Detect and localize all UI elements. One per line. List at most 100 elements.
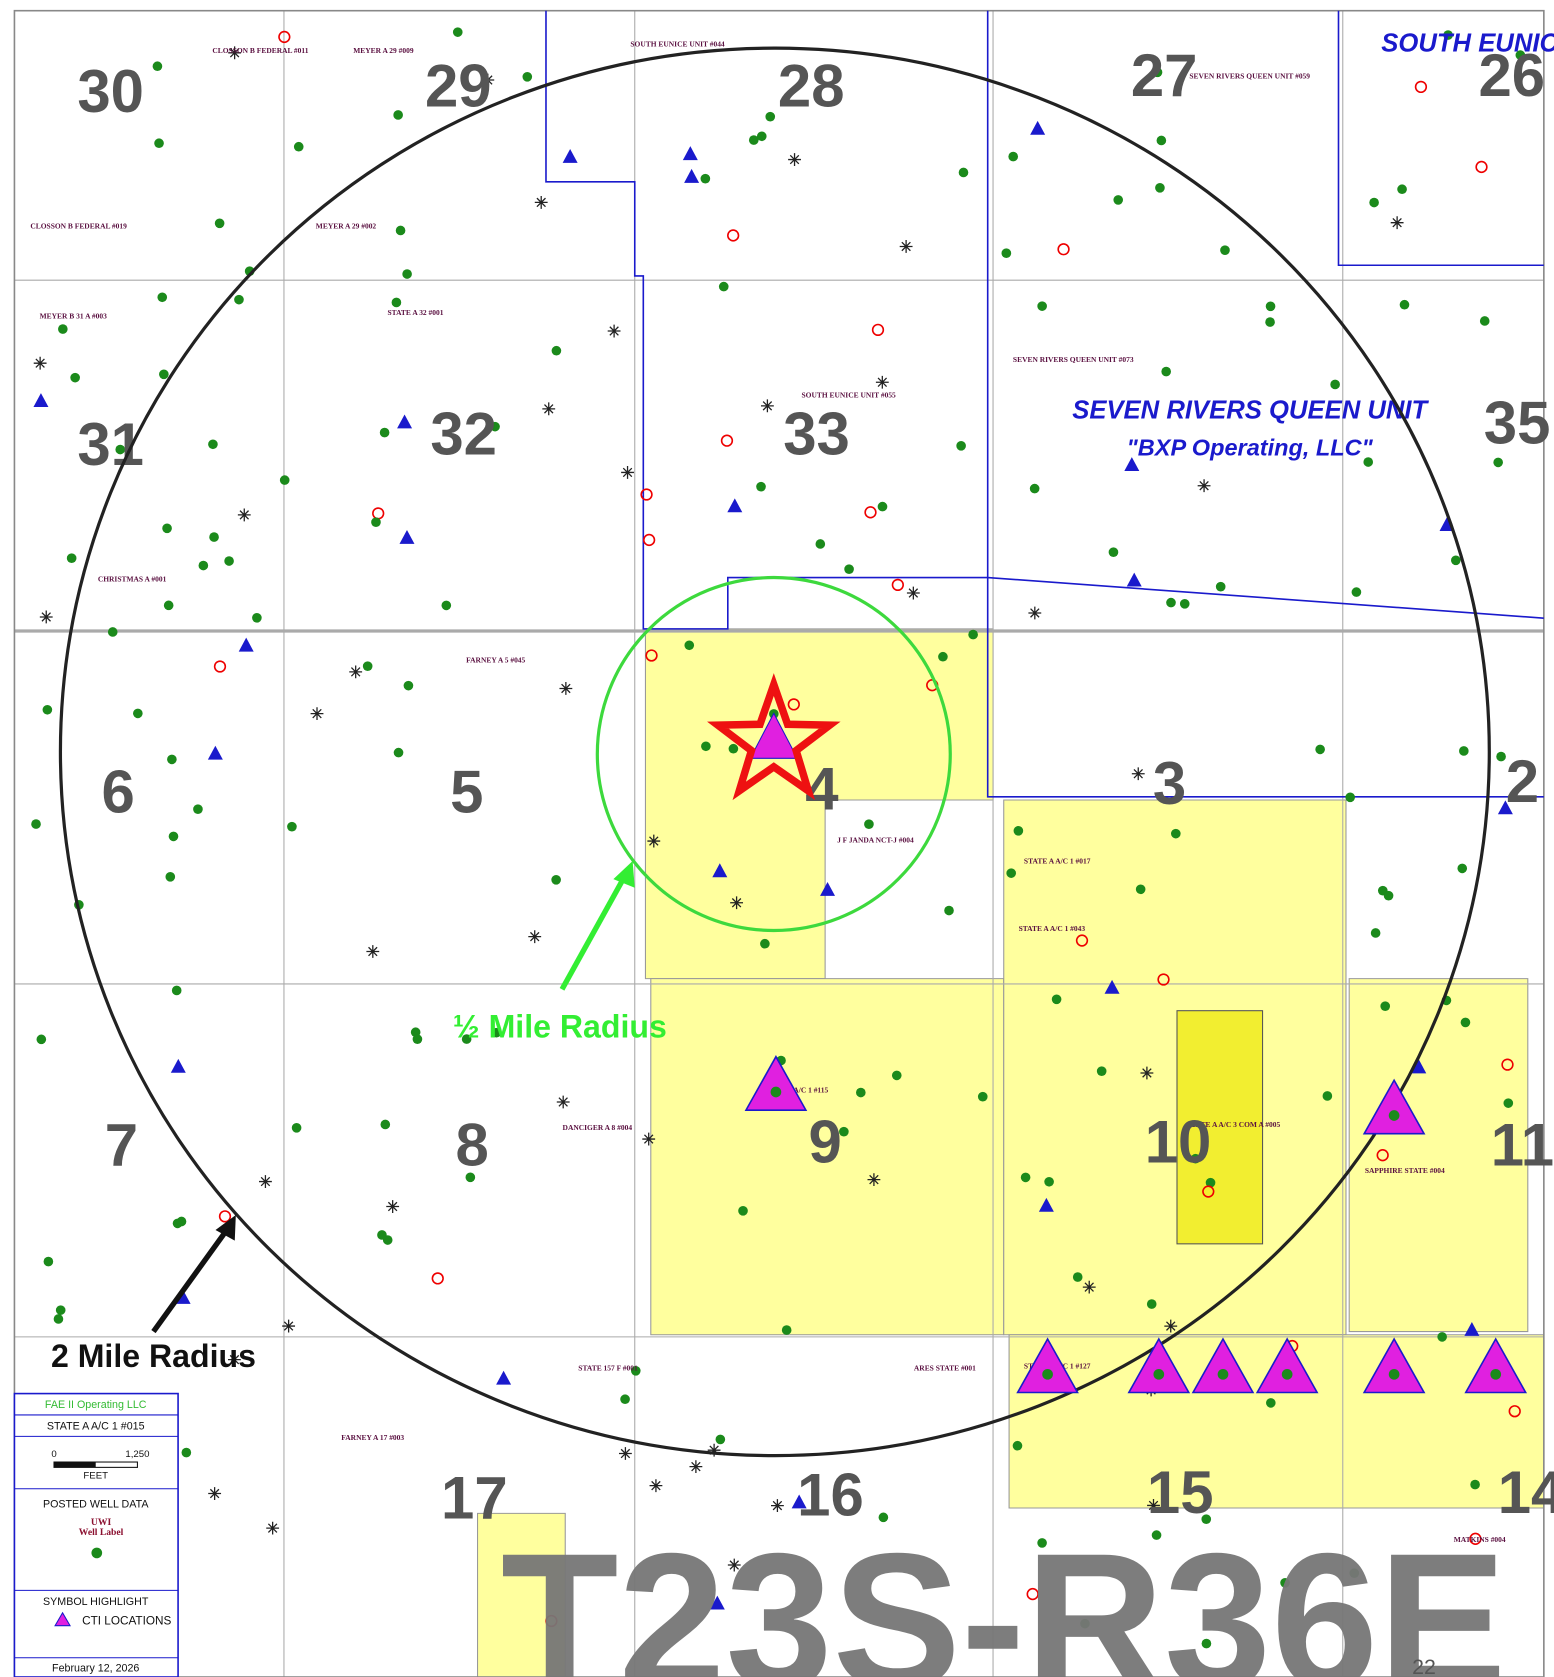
well-dot bbox=[209, 532, 219, 542]
well-dot bbox=[177, 1217, 187, 1227]
well-dot bbox=[522, 72, 532, 82]
well-dot bbox=[1265, 317, 1275, 327]
well-dot bbox=[1002, 248, 1012, 258]
well-dot bbox=[193, 804, 203, 814]
well-dot bbox=[44, 1257, 54, 1267]
well-dot bbox=[1042, 1369, 1053, 1380]
legend-text: POSTED WELL DATA bbox=[43, 1499, 149, 1511]
well-label: STATE A A/C 1 #043 bbox=[1019, 924, 1086, 933]
legend-text: February 12, 2026 bbox=[52, 1662, 139, 1674]
well-dot bbox=[1282, 1369, 1293, 1380]
well-dot bbox=[1157, 136, 1167, 146]
well-dot bbox=[1166, 598, 1176, 608]
well-dot bbox=[1437, 1332, 1447, 1342]
well-dot bbox=[1266, 301, 1276, 311]
well-dot bbox=[402, 269, 412, 279]
well-dot bbox=[620, 1394, 630, 1404]
well-dot bbox=[162, 524, 172, 534]
well-dot bbox=[1180, 599, 1190, 609]
section-number: 6 bbox=[102, 759, 135, 826]
well-dot bbox=[782, 1325, 792, 1335]
section-number: 27 bbox=[1131, 42, 1198, 109]
well-dot bbox=[392, 298, 402, 308]
well-dot bbox=[1014, 826, 1024, 836]
well-dot bbox=[1030, 484, 1040, 494]
well-dot bbox=[1021, 1173, 1031, 1183]
well-dot bbox=[56, 1305, 66, 1315]
well-dot bbox=[1008, 152, 1018, 162]
well-dot bbox=[1330, 380, 1340, 390]
unit-label: SOUTH EUNICE bbox=[1381, 30, 1554, 58]
section-number: 10 bbox=[1145, 1108, 1212, 1175]
well-dot bbox=[54, 1314, 64, 1324]
well-label: MEYER A 29 #002 bbox=[316, 221, 377, 230]
well-dot bbox=[292, 1123, 302, 1133]
well-dot bbox=[956, 441, 966, 451]
well-dot bbox=[371, 517, 381, 527]
page: CLOSSON B FEDERAL #011MEYER A 29 #009SOU… bbox=[0, 0, 1554, 1677]
well-dot bbox=[1503, 1098, 1513, 1108]
well-dot bbox=[701, 174, 711, 184]
well-dot bbox=[1490, 1369, 1501, 1380]
well-dot bbox=[1345, 792, 1355, 802]
well-dot bbox=[1220, 245, 1230, 255]
section-number: 9 bbox=[808, 1108, 841, 1175]
well-dot bbox=[1461, 1018, 1471, 1028]
well-dot bbox=[1323, 1091, 1333, 1101]
well-dot bbox=[294, 142, 304, 152]
well-dot bbox=[816, 539, 826, 549]
well-dot bbox=[215, 218, 225, 228]
well-dot bbox=[944, 906, 954, 916]
section-number: 17 bbox=[441, 1464, 508, 1531]
well-dot bbox=[167, 755, 177, 765]
well-dot bbox=[771, 1087, 782, 1098]
well-dot bbox=[154, 138, 164, 148]
well-dot bbox=[153, 61, 163, 71]
well-dot bbox=[749, 135, 759, 145]
well-dot bbox=[91, 1548, 102, 1559]
well-dot bbox=[208, 439, 218, 449]
unit-label: SEVEN RIVERS QUEEN UNIT bbox=[1072, 397, 1429, 425]
township-title: T23S-R36E bbox=[501, 1513, 1507, 1677]
well-dot bbox=[684, 640, 694, 650]
well-dot bbox=[1400, 300, 1410, 310]
well-dot bbox=[864, 819, 874, 829]
well-dot bbox=[844, 564, 854, 574]
well-dot bbox=[1052, 994, 1062, 1004]
well-dot bbox=[1389, 1110, 1400, 1121]
well-dot bbox=[380, 1120, 390, 1130]
well-dot bbox=[1470, 1480, 1480, 1490]
well-label: CHRISTMAS A #001 bbox=[98, 574, 167, 583]
legend-text: FAE II Operating LLC bbox=[45, 1399, 147, 1411]
well-label: CLOSSON B FEDERAL #019 bbox=[30, 221, 127, 230]
well-dot bbox=[70, 373, 80, 383]
well-dot bbox=[1397, 184, 1407, 194]
section-number: 33 bbox=[783, 400, 850, 467]
radius-label: 2 Mile Radius bbox=[51, 1338, 256, 1374]
legend-text: Well Label bbox=[79, 1527, 124, 1538]
well-dot bbox=[1480, 316, 1490, 326]
well-dot bbox=[1037, 301, 1047, 311]
well-dot bbox=[31, 819, 41, 829]
well-dot bbox=[1369, 198, 1379, 208]
well-dot bbox=[363, 661, 373, 671]
well-dot bbox=[1218, 1369, 1229, 1380]
well-dot bbox=[1136, 884, 1146, 894]
scale-bar bbox=[54, 1462, 96, 1467]
well-dot bbox=[67, 553, 77, 563]
well-dot bbox=[719, 282, 729, 292]
well-label: STATE 157 F #001 bbox=[578, 1364, 638, 1373]
well-label: CLOSSON B FEDERAL #011 bbox=[212, 46, 308, 55]
legend-text: SYMBOL HIGHLIGHT bbox=[43, 1596, 149, 1608]
well-dot bbox=[394, 748, 404, 758]
well-label: SEVEN RIVERS QUEEN UNIT #059 bbox=[1189, 72, 1310, 81]
well-dot bbox=[1371, 928, 1381, 938]
well-dot bbox=[738, 1206, 748, 1216]
well-dot bbox=[1493, 458, 1503, 468]
well-dot bbox=[856, 1088, 866, 1098]
section-number: 31 bbox=[77, 411, 144, 478]
well-dot bbox=[1496, 752, 1506, 762]
well-dot bbox=[441, 601, 451, 611]
well-dot bbox=[1113, 195, 1123, 205]
well-dot bbox=[280, 475, 290, 485]
